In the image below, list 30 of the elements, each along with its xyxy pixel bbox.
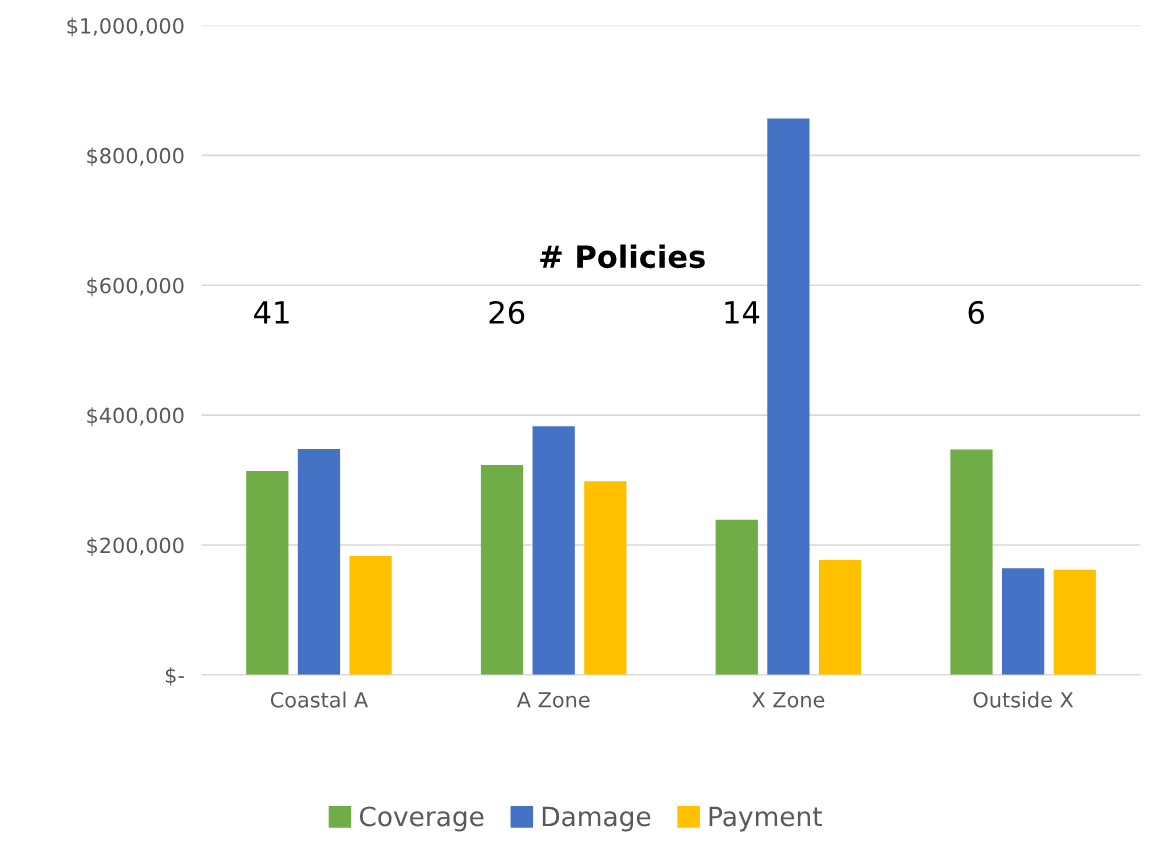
y-tick-label: $- [165,666,184,686]
x-tick-label: X Zone [752,692,825,708]
bar [349,556,392,675]
legend-label: Payment [709,806,822,832]
bar [584,481,627,675]
bar [297,448,341,675]
y-tick-label: $800,000 [87,147,184,167]
y-tick-label: $1,000,000 [67,17,184,37]
bar [1053,569,1096,675]
annotation: # Policies [540,244,705,269]
y-tick-label: $400,000 [87,407,184,427]
y-tick-label: $200,000 [87,537,184,556]
annotation: 14 [725,301,760,324]
annotation: 26 [489,300,525,324]
bar [532,426,575,675]
x-tick-label: Coastal A [270,691,369,708]
x-tick-label: A Zone [516,692,590,708]
legend-label: Coverage [359,806,484,832]
bar [715,519,758,675]
x-tick-label: Outside X [973,691,1074,708]
bar [1002,568,1045,675]
annotation: 41 [254,301,289,324]
bar [767,118,810,675]
legend-label: Damage [542,806,651,832]
bar [950,449,993,675]
annotation: 6 [968,300,984,324]
bar [480,465,524,675]
bar [246,470,289,675]
bar [818,559,862,675]
y-tick-label: $600,000 [87,277,184,297]
